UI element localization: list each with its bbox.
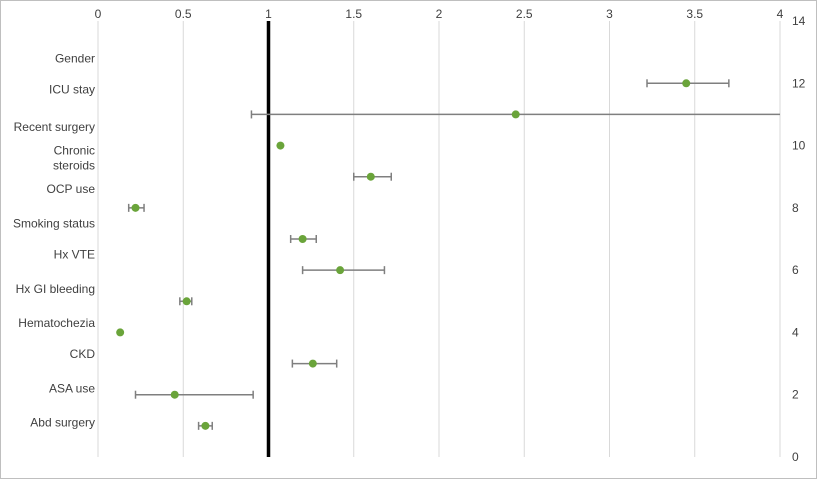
data-point: [366, 172, 375, 181]
data-point: [182, 297, 191, 306]
x-tick-label: 2.5: [516, 7, 533, 21]
y-tick-label: 10: [792, 139, 806, 153]
x-tick-label: 3: [606, 7, 613, 21]
x-tick-label: 1.5: [345, 7, 362, 21]
y-tick-label: 8: [792, 201, 799, 215]
category-label: ASA use: [49, 381, 95, 395]
data-point: [682, 79, 691, 88]
category-label: Chronic: [54, 144, 95, 158]
x-tick-label: 4: [777, 7, 784, 21]
data-point: [201, 421, 210, 430]
y-tick-label: 14: [792, 14, 806, 28]
category-label: Hx GI bleeding: [16, 282, 95, 296]
category-label: Abd surgery: [30, 416, 95, 430]
category-label: Hematochezia: [18, 316, 95, 330]
data-point: [336, 266, 345, 275]
category-label: Recent surgery: [14, 120, 95, 134]
y-tick-label: 2: [792, 388, 799, 402]
x-tick-label: 0: [95, 7, 102, 21]
y-tick-label: 12: [792, 76, 806, 90]
x-tick-label: 3.5: [686, 7, 703, 21]
data-point: [298, 235, 307, 243]
x-tick-labels: 0 0.5 1 1.5 2 2.5 3 3.5 4: [95, 7, 784, 21]
category-label: Hx VTE: [54, 248, 95, 262]
category-label: CKD: [70, 347, 96, 361]
data-point: [511, 110, 520, 119]
data-point: [131, 203, 140, 212]
category-label: Gender: [55, 51, 95, 65]
category-label: Smoking status: [13, 216, 95, 230]
y-tick-labels: 0 2 4 6 8 10 12 14: [792, 14, 806, 464]
y-tick-label: 6: [792, 263, 799, 277]
y-tick-label: 4: [792, 325, 799, 339]
x-tick-label: 2: [436, 7, 443, 21]
x-tick-label: 1: [265, 7, 272, 21]
category-label: OCP use: [47, 182, 96, 196]
y-tick-label: 0: [792, 450, 799, 464]
data-point: [276, 141, 285, 150]
data-point: [116, 328, 125, 337]
data-point: [170, 390, 179, 399]
category-label: ICU stay: [49, 83, 95, 97]
category-label: steroids: [53, 159, 95, 173]
points-layer: [116, 79, 691, 430]
data-point: [308, 359, 317, 368]
x-tick-label: 0.5: [175, 7, 192, 21]
category-labels: Gender ICU stay Recent surgery Chronicstero…: [13, 51, 95, 429]
